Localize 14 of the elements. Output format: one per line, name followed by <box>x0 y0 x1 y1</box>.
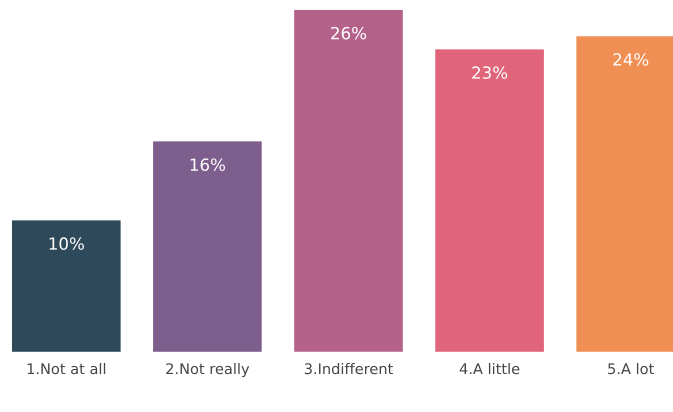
bar <box>294 10 403 352</box>
data-label: 16% <box>190 158 226 171</box>
data-label: 23% <box>472 66 508 79</box>
bar <box>153 141 262 352</box>
x-tick-label: 2.Not really <box>166 362 250 378</box>
data-label: 26% <box>331 26 366 40</box>
x-tick-label: 4.A little <box>460 362 520 374</box>
bar <box>435 49 544 352</box>
data-label: 24% <box>613 53 648 66</box>
x-tick-label: 1.Not at all <box>28 362 106 374</box>
bar <box>12 220 121 352</box>
data-label: 10% <box>50 237 84 250</box>
x-tick-label: 3.Indifferent <box>304 362 393 374</box>
x-tick-label: 5.A lot <box>608 362 654 374</box>
